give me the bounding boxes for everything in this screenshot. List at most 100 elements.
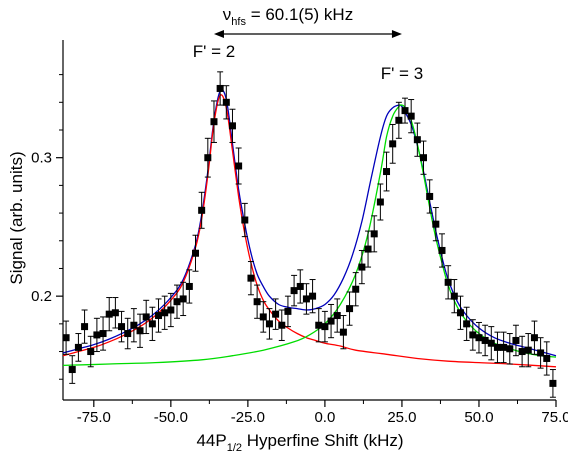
data-point	[413, 122, 421, 157]
data-point	[512, 324, 520, 357]
data-point	[370, 215, 378, 253]
data-point	[395, 101, 403, 139]
data-point	[142, 299, 150, 335]
data-point	[475, 321, 483, 354]
point-marker	[395, 116, 403, 124]
point-marker	[155, 312, 163, 320]
point-marker	[500, 343, 508, 351]
point-marker	[272, 310, 280, 318]
point-marker	[450, 292, 458, 300]
point-marker	[407, 112, 415, 120]
x-tick-label: 0.0	[314, 409, 335, 426]
data-point	[358, 249, 366, 285]
point-marker	[518, 348, 526, 356]
point-marker	[216, 84, 224, 92]
data-point	[173, 284, 181, 319]
data-point	[346, 291, 354, 326]
data-point	[62, 320, 70, 355]
point-marker	[444, 278, 452, 286]
data-point	[327, 303, 335, 339]
data-point	[253, 284, 261, 319]
point-marker	[161, 309, 169, 317]
point-marker	[81, 323, 89, 331]
data-point	[524, 333, 532, 368]
data-point	[339, 315, 347, 350]
data-point	[235, 147, 243, 185]
point-marker	[62, 334, 70, 342]
data-point	[549, 369, 557, 398]
data-point	[124, 317, 132, 350]
point-marker	[278, 321, 286, 329]
data-point	[272, 298, 280, 330]
point-marker	[537, 349, 545, 357]
point-marker	[512, 336, 520, 344]
f3-fit-curve	[62, 104, 557, 367]
peak-label-f3: F' = 3	[381, 64, 423, 83]
y-tick-label: 0.3	[31, 150, 52, 167]
point-marker	[315, 321, 323, 329]
y-tick-label: 0.2	[31, 288, 52, 305]
total-fit-curve	[62, 89, 557, 357]
data-point	[463, 306, 471, 341]
data-point	[111, 297, 119, 329]
hfs-arrow-right-head	[391, 30, 402, 38]
point-marker	[148, 320, 156, 328]
x-tick-label: -25.0	[231, 409, 265, 426]
point-marker	[438, 246, 446, 254]
point-marker	[327, 317, 335, 325]
x-axis-label: 44P1/2 Hyperfine Shift (kHz)	[196, 431, 403, 454]
point-marker	[506, 345, 514, 353]
point-marker	[198, 206, 206, 214]
point-marker	[370, 230, 378, 238]
data-point	[352, 272, 360, 307]
data-point	[401, 97, 409, 124]
point-marker	[185, 282, 193, 290]
data-point	[167, 292, 175, 328]
point-marker	[383, 168, 391, 176]
peak-label-f2: F' = 2	[193, 42, 235, 61]
point-marker	[358, 263, 366, 271]
data-point	[518, 335, 526, 368]
data-point	[364, 230, 372, 268]
data-point	[74, 333, 82, 362]
hfs-annotation: νhfs = 60.1(5) kHz	[213, 5, 402, 38]
hfs-arrow-left-head	[213, 30, 224, 38]
data-point	[87, 335, 95, 368]
axes: -75.0 -50.0 -25.0 0.0 25.0 50.0 75.0 0.2 0.3	[31, 40, 568, 426]
point-marker	[111, 309, 119, 317]
data-point	[389, 123, 397, 164]
point-marker	[259, 313, 267, 321]
point-marker	[284, 307, 292, 315]
point-marker	[124, 330, 132, 338]
data-point	[191, 234, 199, 272]
point-marker	[228, 122, 236, 130]
point-marker	[302, 295, 310, 303]
point-marker	[469, 331, 477, 339]
point-marker	[179, 295, 187, 303]
point-marker	[204, 154, 212, 162]
data-point	[198, 191, 206, 229]
data-points	[62, 71, 557, 398]
data-point	[450, 279, 458, 314]
data-point	[93, 317, 101, 353]
point-marker	[87, 348, 95, 356]
data-point	[185, 269, 193, 304]
point-marker	[210, 118, 218, 126]
data-point	[155, 298, 163, 333]
point-marker	[346, 305, 354, 313]
point-marker	[167, 306, 175, 314]
point-marker	[376, 198, 384, 206]
point-marker	[118, 323, 126, 331]
x-tick-label: -50.0	[154, 409, 188, 426]
point-marker	[475, 334, 483, 342]
data-point	[500, 331, 508, 364]
data-point	[228, 108, 236, 143]
data-point	[222, 85, 230, 120]
point-marker	[401, 107, 409, 115]
data-point	[302, 283, 310, 315]
point-marker	[235, 162, 243, 170]
point-marker	[389, 140, 397, 148]
data-point	[469, 319, 477, 351]
data-point	[105, 297, 113, 332]
